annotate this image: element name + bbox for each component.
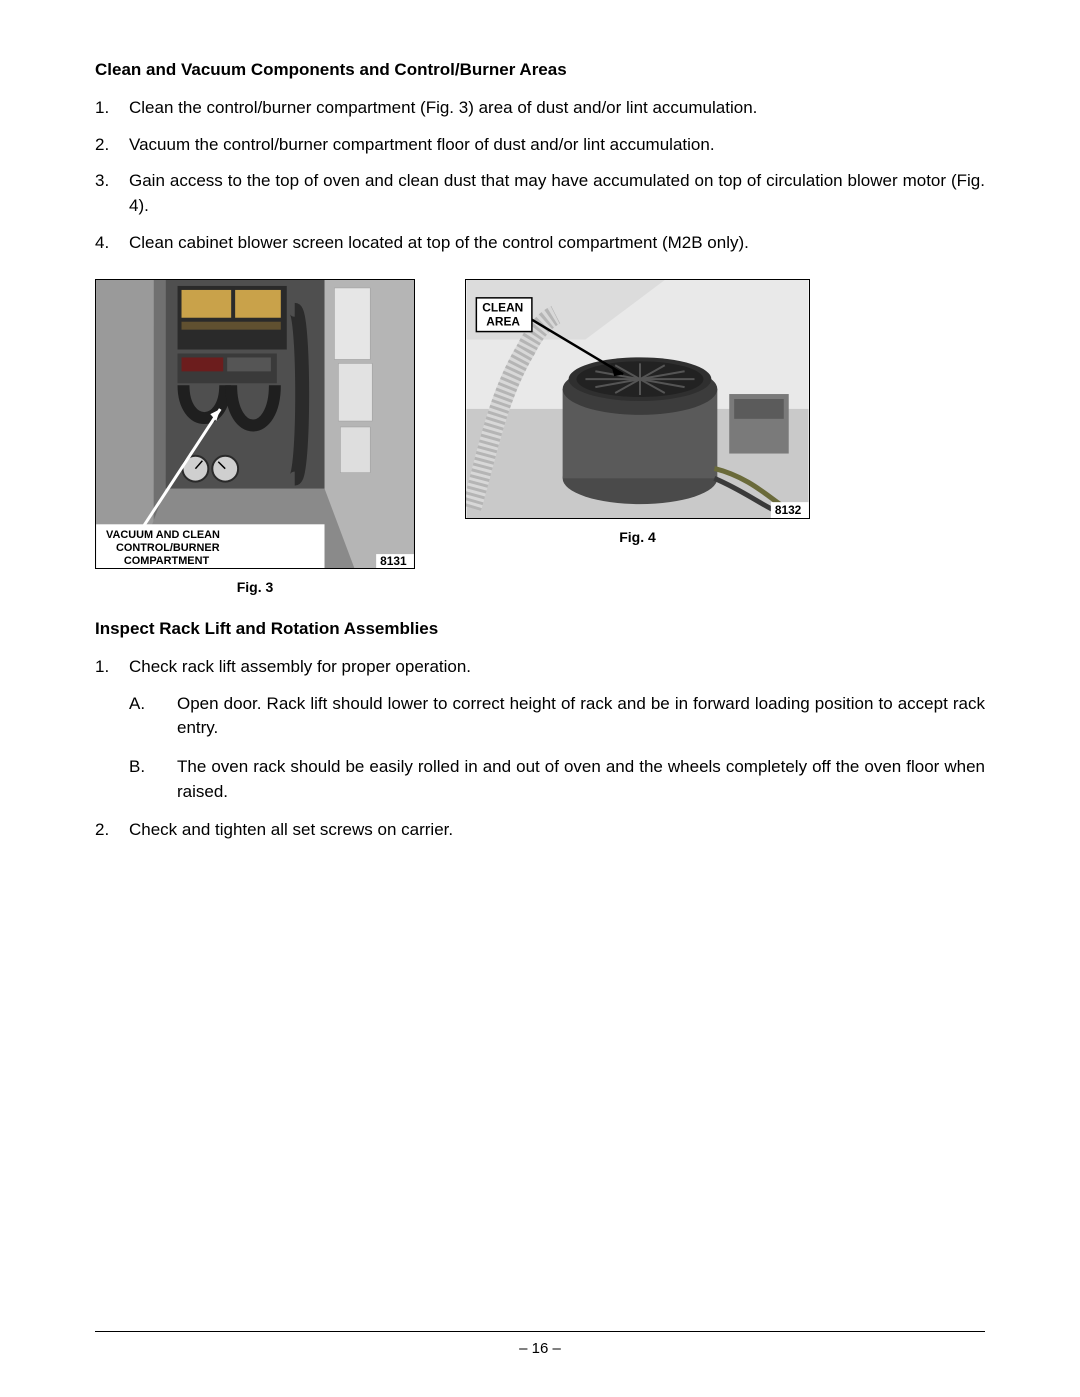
section1-list: 1.Clean the control/burner compartment (…: [95, 96, 985, 255]
sub-list-item: A.Open door. Rack lift should lower to c…: [177, 692, 985, 741]
section1-heading: Clean and Vacuum Components and Control/…: [95, 60, 985, 80]
list-item: 2.Vacuum the control/burner compartment …: [129, 133, 985, 158]
list-item-text: Clean the control/burner compartment (Fi…: [129, 98, 757, 117]
figure-4-image: CLEAN AREA 8132: [465, 279, 810, 519]
svg-text:CONTROL/BURNER: CONTROL/BURNER: [116, 542, 220, 554]
figure-3: VACUUM AND CLEAN CONTROL/BURNER COMPARTM…: [95, 279, 415, 595]
sub-item-text: The oven rack should be easily rolled in…: [177, 757, 985, 801]
svg-text:8131: 8131: [380, 554, 407, 568]
figures-row: VACUUM AND CLEAN CONTROL/BURNER COMPARTM…: [95, 279, 985, 595]
list-item-text: Check and tighten all set screws on carr…: [129, 820, 453, 839]
page-footer: – 16 –: [95, 1331, 985, 1357]
list-item-text: Check rack lift assembly for proper oper…: [129, 657, 471, 676]
list-item: 4.Clean cabinet blower screen located at…: [129, 231, 985, 256]
page-number: – 16 –: [519, 1340, 561, 1357]
list-item-text: Clean cabinet blower screen located at t…: [129, 233, 749, 252]
svg-text:AREA: AREA: [486, 315, 520, 329]
list-item: 1.Clean the control/burner compartment (…: [129, 96, 985, 121]
sub-list: A.Open door. Rack lift should lower to c…: [129, 692, 985, 805]
svg-text:8132: 8132: [775, 503, 802, 517]
sub-list-item: B.The oven rack should be easily rolled …: [177, 755, 985, 804]
svg-text:VACUUM AND CLEAN: VACUUM AND CLEAN: [106, 529, 220, 541]
list-item: 3.Gain access to the top of oven and cle…: [129, 169, 985, 218]
figure-4: CLEAN AREA 8132 Fig. 4: [465, 279, 810, 595]
section2-list: 1. Check rack lift assembly for proper o…: [95, 655, 985, 843]
figure-4-caption: Fig. 4: [619, 529, 656, 545]
list-item: 1. Check rack lift assembly for proper o…: [129, 655, 985, 804]
section2-heading: Inspect Rack Lift and Rotation Assemblie…: [95, 619, 985, 639]
list-item: 2.Check and tighten all set screws on ca…: [129, 818, 985, 843]
list-item-text: Gain access to the top of oven and clean…: [129, 171, 985, 215]
figure-3-caption: Fig. 3: [237, 579, 274, 595]
figure-3-image: VACUUM AND CLEAN CONTROL/BURNER COMPARTM…: [95, 279, 415, 569]
list-item-text: Vacuum the control/burner compartment fl…: [129, 135, 715, 154]
sub-item-text: Open door. Rack lift should lower to cor…: [177, 694, 985, 738]
svg-text:COMPARTMENT: COMPARTMENT: [124, 555, 210, 567]
svg-text:CLEAN: CLEAN: [482, 301, 523, 315]
